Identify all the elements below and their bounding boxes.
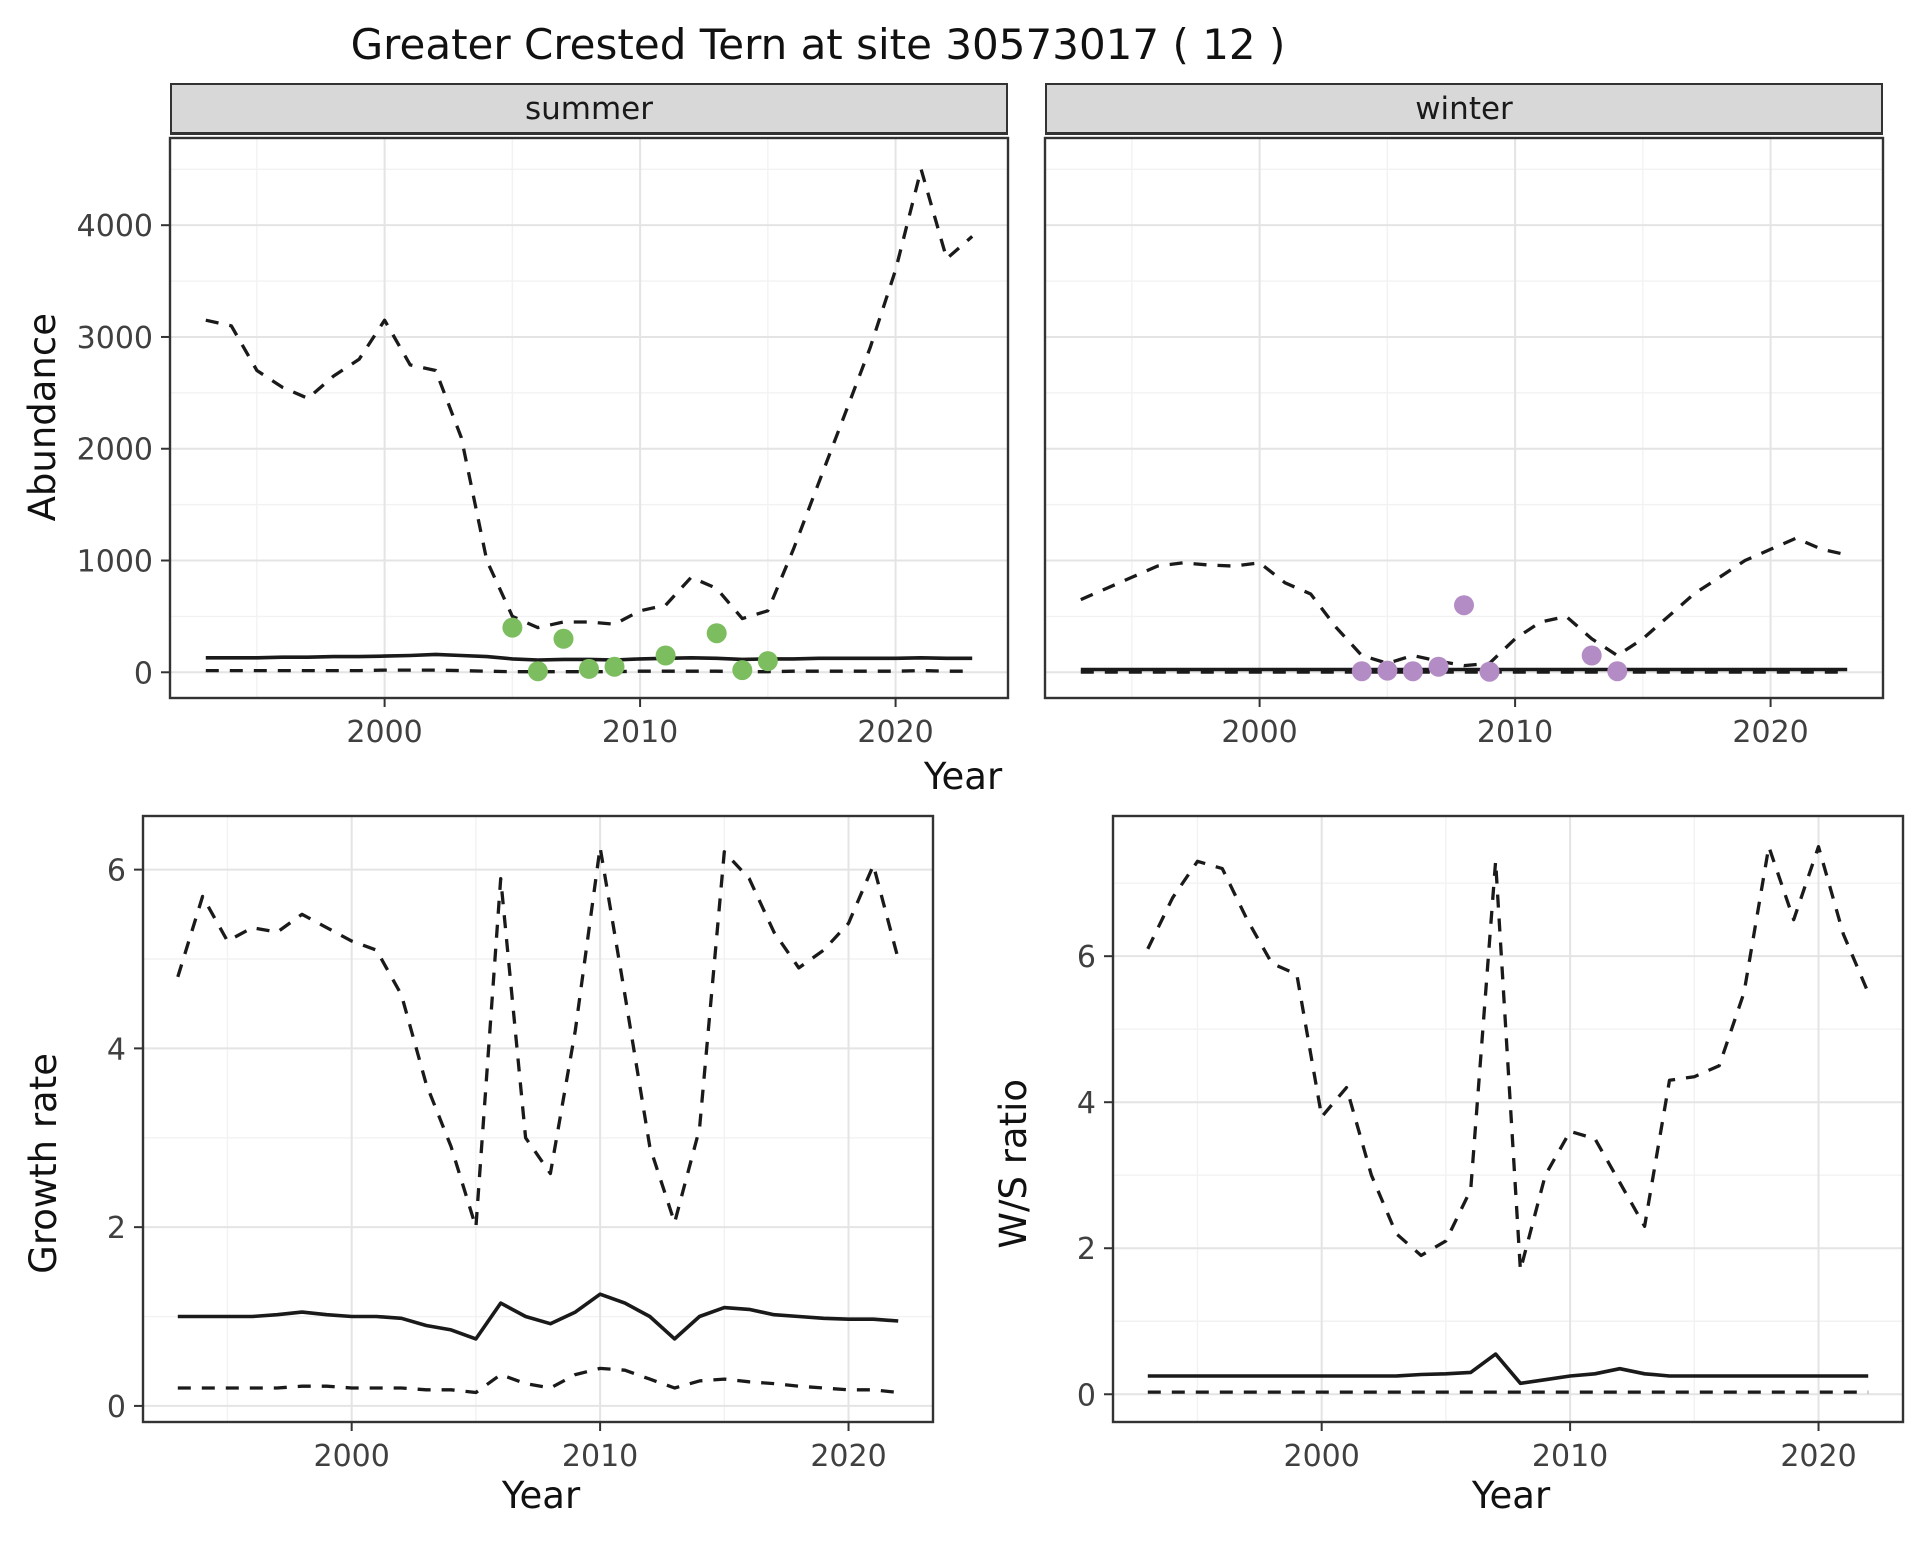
svg-text:2010: 2010 (602, 715, 678, 750)
year-axis-title-growth: Year (501, 1474, 581, 1517)
svg-text:2000: 2000 (346, 715, 422, 750)
svg-text:0: 0 (134, 656, 153, 691)
svg-text:4: 4 (107, 1032, 126, 1067)
svg-text:2020: 2020 (857, 715, 933, 750)
svg-text:4000: 4000 (77, 209, 153, 244)
svg-text:2000: 2000 (1283, 1439, 1359, 1472)
svg-text:2: 2 (107, 1211, 126, 1246)
svg-text:0: 0 (107, 1390, 126, 1425)
svg-text:2000: 2000 (77, 433, 153, 468)
abundance-summer-plot: 2000 2010 2020 0 1000 2000 3000 4000 (77, 136, 1010, 750)
year-axis-title-ws: Year (1471, 1474, 1551, 1517)
growth-rate-block: Growth rate 2000 2010 2020 0 2 4 6 Year (15, 810, 941, 1517)
ws-ratio-block: W/S ratio 2000 2010 2020 0 2 4 6 Year (985, 810, 1911, 1517)
facet-column-winter: winter 2000 2010 2020 (1039, 83, 1889, 751)
svg-text:2010: 2010 (1532, 1439, 1608, 1472)
svg-text:4: 4 (1077, 1086, 1096, 1121)
growth-rate-plot: 2000 2010 2020 0 2 4 6 (107, 814, 935, 1472)
svg-text:0: 0 (1077, 1378, 1096, 1413)
svg-text:1000: 1000 (77, 545, 153, 580)
facet-strip-summer-label: summer (524, 90, 653, 127)
svg-text:2020: 2020 (810, 1439, 886, 1472)
svg-text:2010: 2010 (1477, 715, 1553, 750)
facet-strip-winter: winter (1045, 83, 1883, 135)
derived-metrics-row: Growth rate 2000 2010 2020 0 2 4 6 Year W/S ra… (14, 810, 1912, 1517)
facet-strip-winter-label: winter (1415, 90, 1513, 127)
abundance-facet-row: Abundance summer 2000 2010 2020 0 1000 2000 30… (14, 83, 1912, 751)
svg-text:2020: 2020 (1780, 1439, 1856, 1472)
ws-ratio-axis-title: W/S ratio (991, 1078, 1035, 1249)
page-title: Greater Crested Tern at site 30573017 ( … (350, 20, 1286, 69)
svg-text:2000: 2000 (1221, 715, 1297, 750)
svg-text:6: 6 (107, 854, 126, 889)
plot-page: Greater Crested Tern at site 30573017 ( … (14, 20, 1912, 1517)
svg-text:2010: 2010 (562, 1439, 638, 1472)
abundance-winter-plot: 2000 2010 2020 (1043, 136, 1885, 750)
svg-text:2: 2 (1077, 1232, 1096, 1267)
abundance-axis-title: Abundance (20, 312, 64, 522)
facet-strip-summer: summer (170, 83, 1008, 135)
facet-column-summer: summer 2000 2010 2020 0 1000 2000 3000 4000 (70, 83, 1015, 751)
svg-text:3000: 3000 (77, 321, 153, 356)
ws-ratio-plot: 2000 2010 2020 0 2 4 6 (1077, 814, 1905, 1472)
svg-text:2000: 2000 (313, 1439, 389, 1472)
svg-text:6: 6 (1077, 940, 1096, 975)
year-axis-title-top: Year (923, 755, 1003, 798)
growth-rate-axis-title: Growth rate (21, 1053, 65, 1274)
svg-text:2020: 2020 (1732, 715, 1808, 750)
